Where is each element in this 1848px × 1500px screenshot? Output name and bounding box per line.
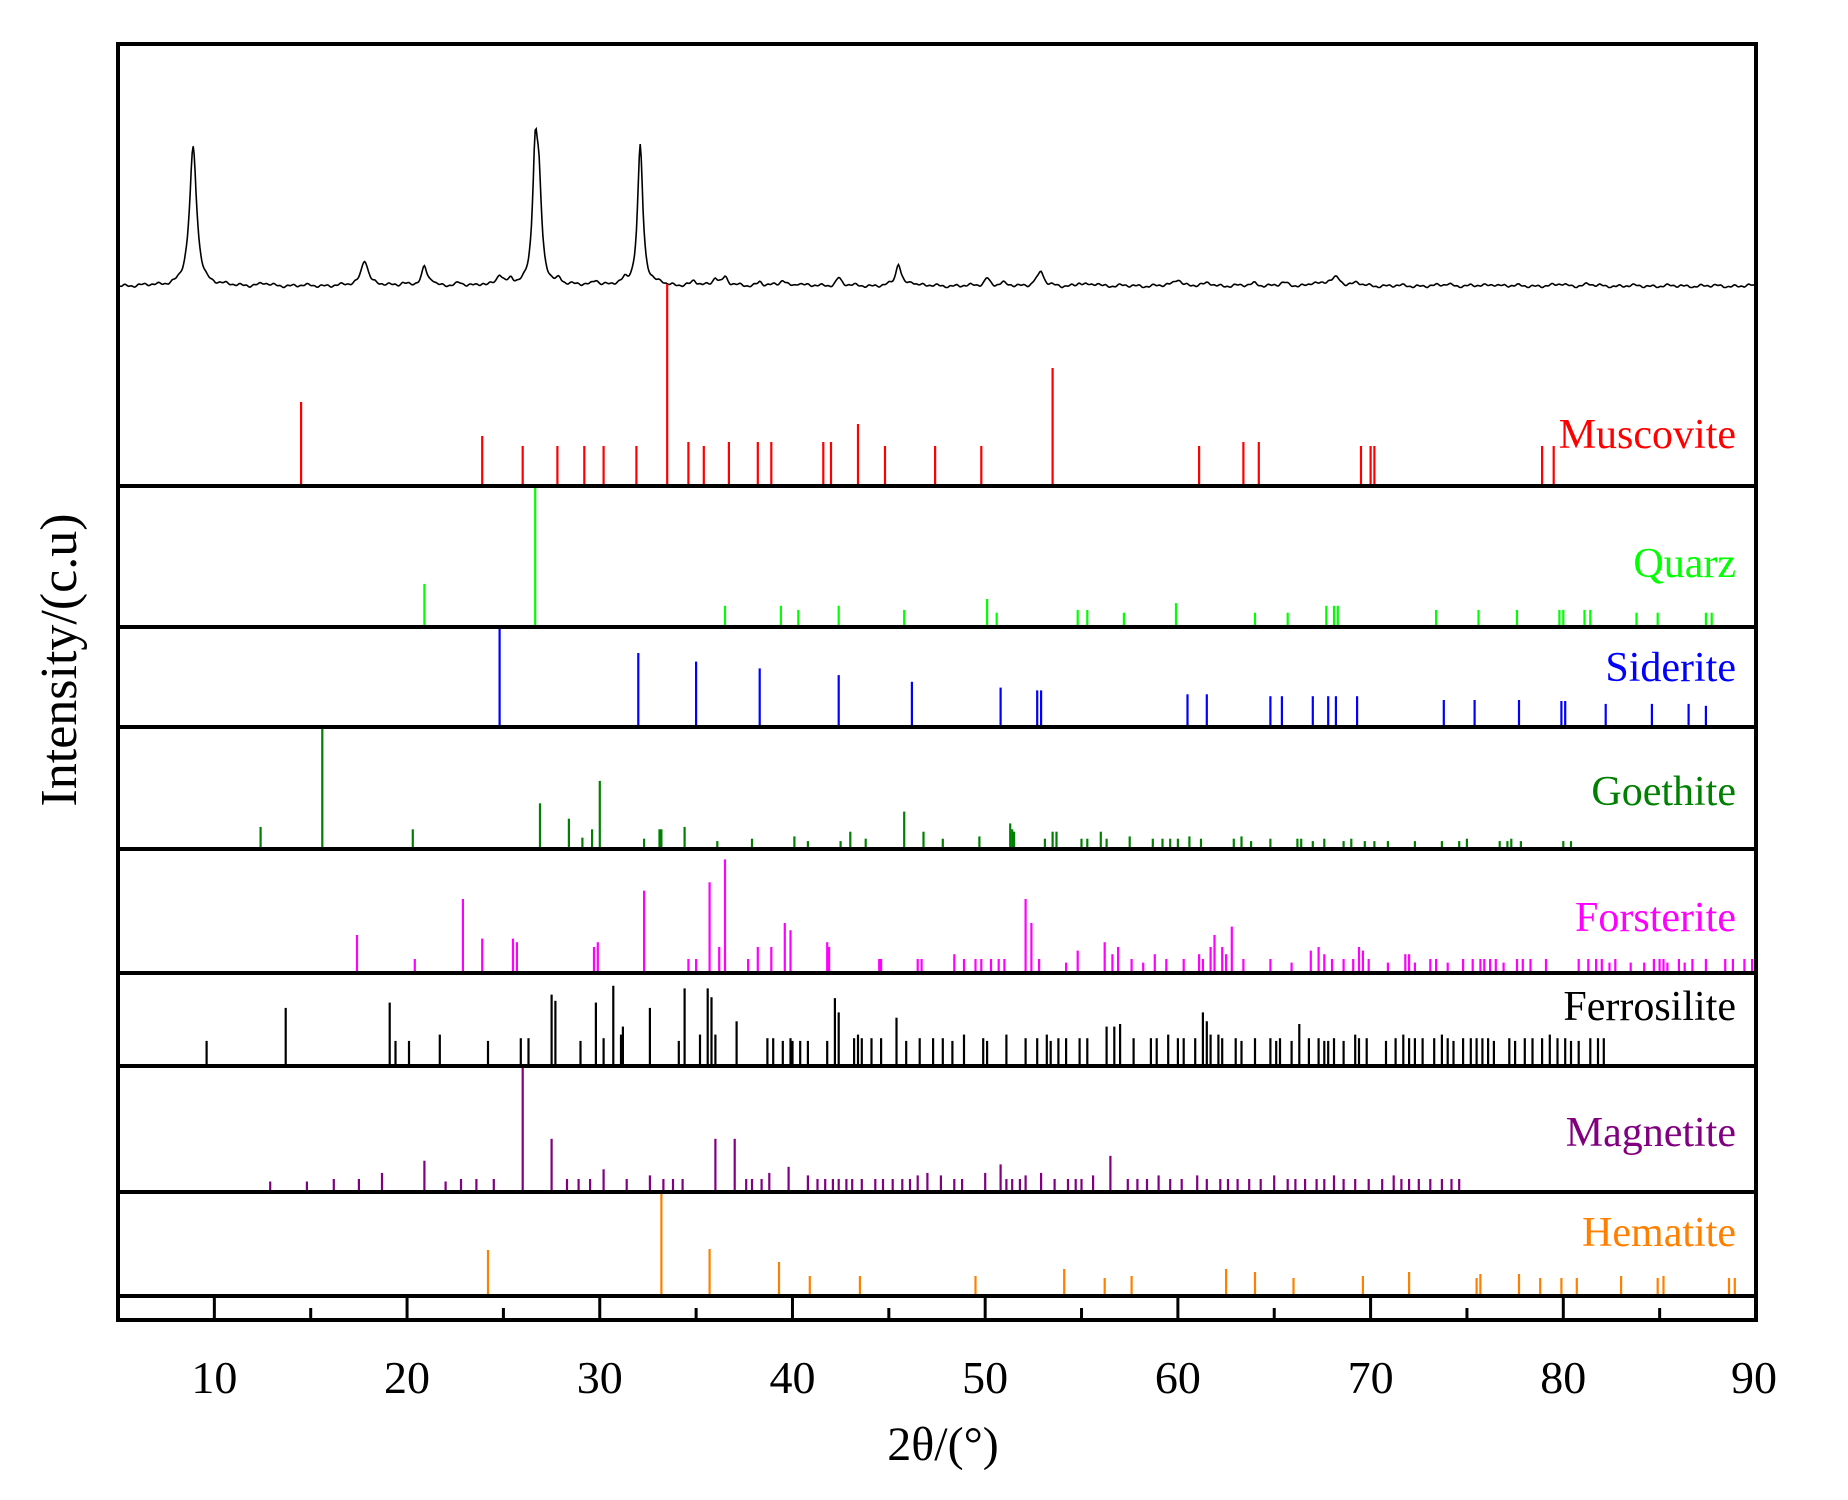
x-tick-label: 50 (962, 1352, 1008, 1403)
x-tick-label: 40 (769, 1352, 815, 1403)
hematite-label: Hematite (1582, 1210, 1736, 1256)
x-tick-label: 10 (191, 1352, 237, 1403)
y-axis-title: Intensity/(c.u) (31, 513, 88, 806)
x-tick-label: 20 (384, 1352, 430, 1403)
forsterite-label: Forsterite (1575, 895, 1736, 941)
siderite-label: Siderite (1605, 645, 1736, 691)
plot-frame (116, 42, 1758, 1322)
x-tick-label: 80 (1540, 1352, 1586, 1403)
x-tick-label: 30 (577, 1352, 623, 1403)
panel-hematite: Hematite (486, 1194, 1736, 1294)
quarz-label: Quarz (1633, 541, 1736, 587)
x-tick-label: 60 (1155, 1352, 1201, 1403)
muscovite-label: Muscovite (1559, 412, 1736, 458)
panel-ferrosilite: Ferrosilite (205, 984, 1736, 1064)
panel-muscovite: Muscovite (300, 284, 1736, 484)
panel-goethite: Goethite (259, 729, 1736, 847)
panels-layer: Muscovite Quarz Siderite Goethite Forsterite… (117, 126, 1757, 1294)
x-axis: 10 20 30 40 50 60 70 80 90 (191, 1298, 1777, 1403)
panel-quarz: Quarz (423, 488, 1736, 625)
experimental-pattern-line (117, 126, 1757, 289)
x-axis-title: 2θ/(°) (887, 1418, 999, 1471)
x-tick-label: 70 (1348, 1352, 1394, 1403)
panel-siderite: Siderite (498, 629, 1736, 725)
frame-layer (116, 42, 1758, 1322)
panel-forsterite: Forsterite (355, 859, 1754, 971)
x-tick-label: 90 (1731, 1352, 1777, 1403)
panel-magnetite: Magnetite (269, 1068, 1736, 1190)
panel-experimental (117, 126, 1757, 289)
goethite-label: Goethite (1591, 769, 1736, 815)
magnetite-label: Magnetite (1566, 1110, 1736, 1156)
ferrosilite-label: Ferrosilite (1563, 984, 1736, 1030)
